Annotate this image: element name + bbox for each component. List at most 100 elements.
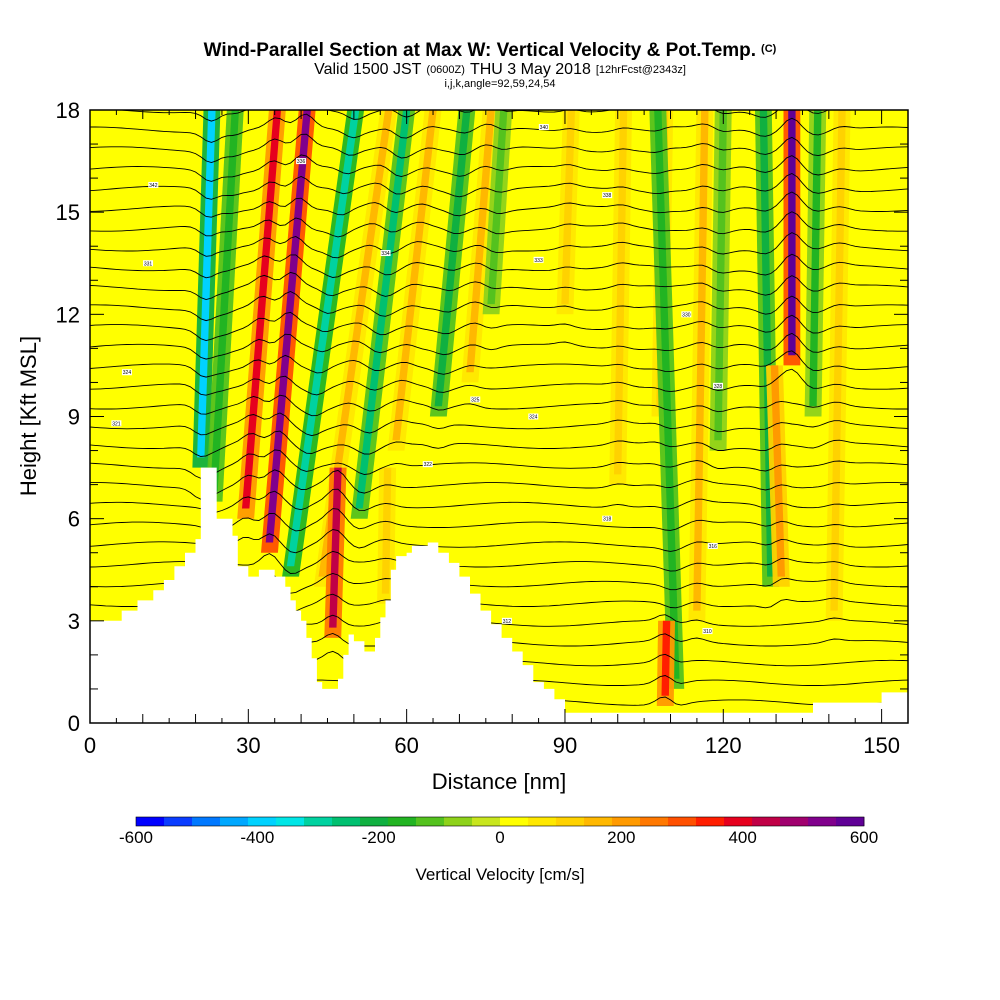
theta-label-13: 312 bbox=[503, 619, 512, 625]
w-bands bbox=[192, 110, 851, 706]
colorbar-swatch-19 bbox=[668, 817, 697, 826]
colorbar-tick--400: -400 bbox=[240, 828, 274, 847]
x-tick-label-0: 0 bbox=[84, 733, 96, 758]
colorbar-swatch-0 bbox=[136, 817, 165, 826]
w-band-core-5 bbox=[318, 110, 393, 577]
theta-label-17: 331 bbox=[144, 261, 153, 267]
isentrope-16 bbox=[90, 368, 908, 396]
colorbar-tick-200: 200 bbox=[607, 828, 635, 847]
theta-label-bg-16 bbox=[121, 369, 132, 376]
theta-labels: 342 336 340 338 334 333 330 328 325 324 322 318 316 3… bbox=[111, 124, 724, 635]
isentrope-15 bbox=[90, 394, 908, 417]
isentrope-21 bbox=[90, 271, 908, 300]
y-tick-label-6: 6 bbox=[68, 507, 80, 532]
isentrope-17 bbox=[90, 350, 908, 378]
w-band-core-1 bbox=[210, 110, 239, 492]
colorbar-frame bbox=[135, 816, 865, 827]
colorbar bbox=[135, 816, 865, 827]
colorbar-tick-400: 400 bbox=[728, 828, 756, 847]
colorbar-swatch-4 bbox=[248, 817, 277, 826]
theta-label-bg-1 bbox=[296, 158, 307, 165]
w-band-core-10 bbox=[466, 110, 495, 373]
colorbar-swatch-3 bbox=[220, 817, 249, 826]
colorbar-swatch-14 bbox=[528, 817, 557, 826]
isentrope-12 bbox=[90, 449, 908, 479]
colorbar-swatch-6 bbox=[304, 817, 333, 826]
theta-label-bg-14 bbox=[702, 628, 713, 635]
colorbar-swatch-25 bbox=[836, 817, 865, 826]
colorbar-swatch-10 bbox=[416, 817, 445, 826]
x-tick-label-60: 60 bbox=[394, 733, 418, 758]
theta-label-bg-8 bbox=[470, 396, 481, 403]
colorbar-swatch-2 bbox=[192, 817, 221, 826]
w-band-core-6 bbox=[355, 110, 411, 509]
w-band-core-3 bbox=[265, 110, 311, 543]
isentrope-18 bbox=[90, 332, 908, 360]
colorbar-swatch-17 bbox=[612, 817, 641, 826]
w-band-core-9 bbox=[434, 110, 471, 407]
colorbar-tick-0: 0 bbox=[495, 828, 504, 847]
theta-label-12: 316 bbox=[709, 544, 718, 550]
y-axis-label: Height [Kft MSL] bbox=[16, 336, 41, 496]
colorbar-swatch-20 bbox=[696, 817, 725, 826]
colorbar-swatch-21 bbox=[724, 817, 753, 826]
isentrope-26 bbox=[90, 172, 908, 200]
theta-label-bg-17 bbox=[143, 260, 154, 267]
colorbar-swatch-5 bbox=[276, 817, 305, 826]
theta-label-7: 328 bbox=[714, 384, 723, 390]
x-tick-label-120: 120 bbox=[705, 733, 742, 758]
isentrope-10 bbox=[90, 488, 908, 513]
y-tick-label-0: 0 bbox=[68, 711, 80, 736]
chart-title: Wind-Parallel Section at Max W: Vertical… bbox=[204, 40, 777, 61]
w-band-core-0 bbox=[197, 110, 216, 458]
w-band-core-16 bbox=[654, 110, 680, 679]
isentrope-29 bbox=[90, 113, 908, 143]
w-band-core-18 bbox=[693, 110, 709, 611]
isentrope-11 bbox=[90, 469, 908, 500]
colorbar-swatch-23 bbox=[780, 817, 809, 826]
colorbar-swatch-7 bbox=[332, 817, 361, 826]
colorbar-tick-600: 600 bbox=[850, 828, 878, 847]
w-band-core-14 bbox=[614, 110, 628, 475]
theta-isentropes bbox=[90, 110, 908, 706]
y-tick-label-18: 18 bbox=[56, 98, 80, 123]
isentrope-27 bbox=[90, 154, 908, 182]
w-band-core-24 bbox=[830, 110, 846, 611]
theta-label-5: 333 bbox=[534, 258, 543, 264]
theta-label-11: 318 bbox=[603, 517, 612, 523]
theta-label-bg-7 bbox=[713, 382, 724, 389]
colorbar-swatch-8 bbox=[360, 817, 389, 826]
colorbar-swatch-16 bbox=[584, 817, 613, 826]
theta-label-15: 321 bbox=[112, 421, 121, 427]
theta-label-9: 324 bbox=[529, 415, 538, 421]
isentrope-20 bbox=[90, 291, 908, 322]
y-tick-label-9: 9 bbox=[68, 405, 80, 430]
theta-label-bg-9 bbox=[528, 413, 539, 420]
isentrope-28 bbox=[90, 133, 908, 163]
colorbar-swatch-12 bbox=[472, 817, 501, 826]
isentrope-23 bbox=[90, 232, 908, 259]
colorbar-swatch-18 bbox=[640, 817, 669, 826]
colorbar-swatch-9 bbox=[388, 817, 417, 826]
x-tick-label-150: 150 bbox=[863, 733, 900, 758]
subtitle-utc: (0600Z) bbox=[426, 64, 465, 76]
w-band-core-17 bbox=[661, 620, 671, 696]
colorbar-swatch-1 bbox=[164, 817, 193, 826]
theta-label-14: 310 bbox=[703, 629, 712, 635]
isentrope-25 bbox=[90, 191, 908, 218]
plot-area: 342 336 340 338 334 333 330 328 325 324 322 318 316 3… bbox=[90, 110, 908, 723]
colorbar-tick-labels: -600 -400 -200 0 200 400 600 bbox=[119, 828, 878, 847]
theta-label-bg-11 bbox=[602, 515, 613, 522]
theta-label-8: 325 bbox=[471, 397, 480, 403]
theta-label-2: 340 bbox=[540, 125, 549, 131]
theta-label-bg-3 bbox=[602, 192, 613, 199]
x-tick-label-90: 90 bbox=[553, 733, 577, 758]
isentrope-30 bbox=[115, 110, 830, 122]
theta-label-3: 338 bbox=[603, 193, 612, 199]
isentrope-13 bbox=[90, 430, 908, 457]
subtitle-valid: Valid 1500 JST bbox=[314, 61, 422, 78]
terrain bbox=[90, 467, 908, 723]
w-band-core-13 bbox=[561, 110, 575, 305]
w-band-core-19 bbox=[714, 110, 727, 441]
y-tick-label-3: 3 bbox=[68, 609, 80, 634]
